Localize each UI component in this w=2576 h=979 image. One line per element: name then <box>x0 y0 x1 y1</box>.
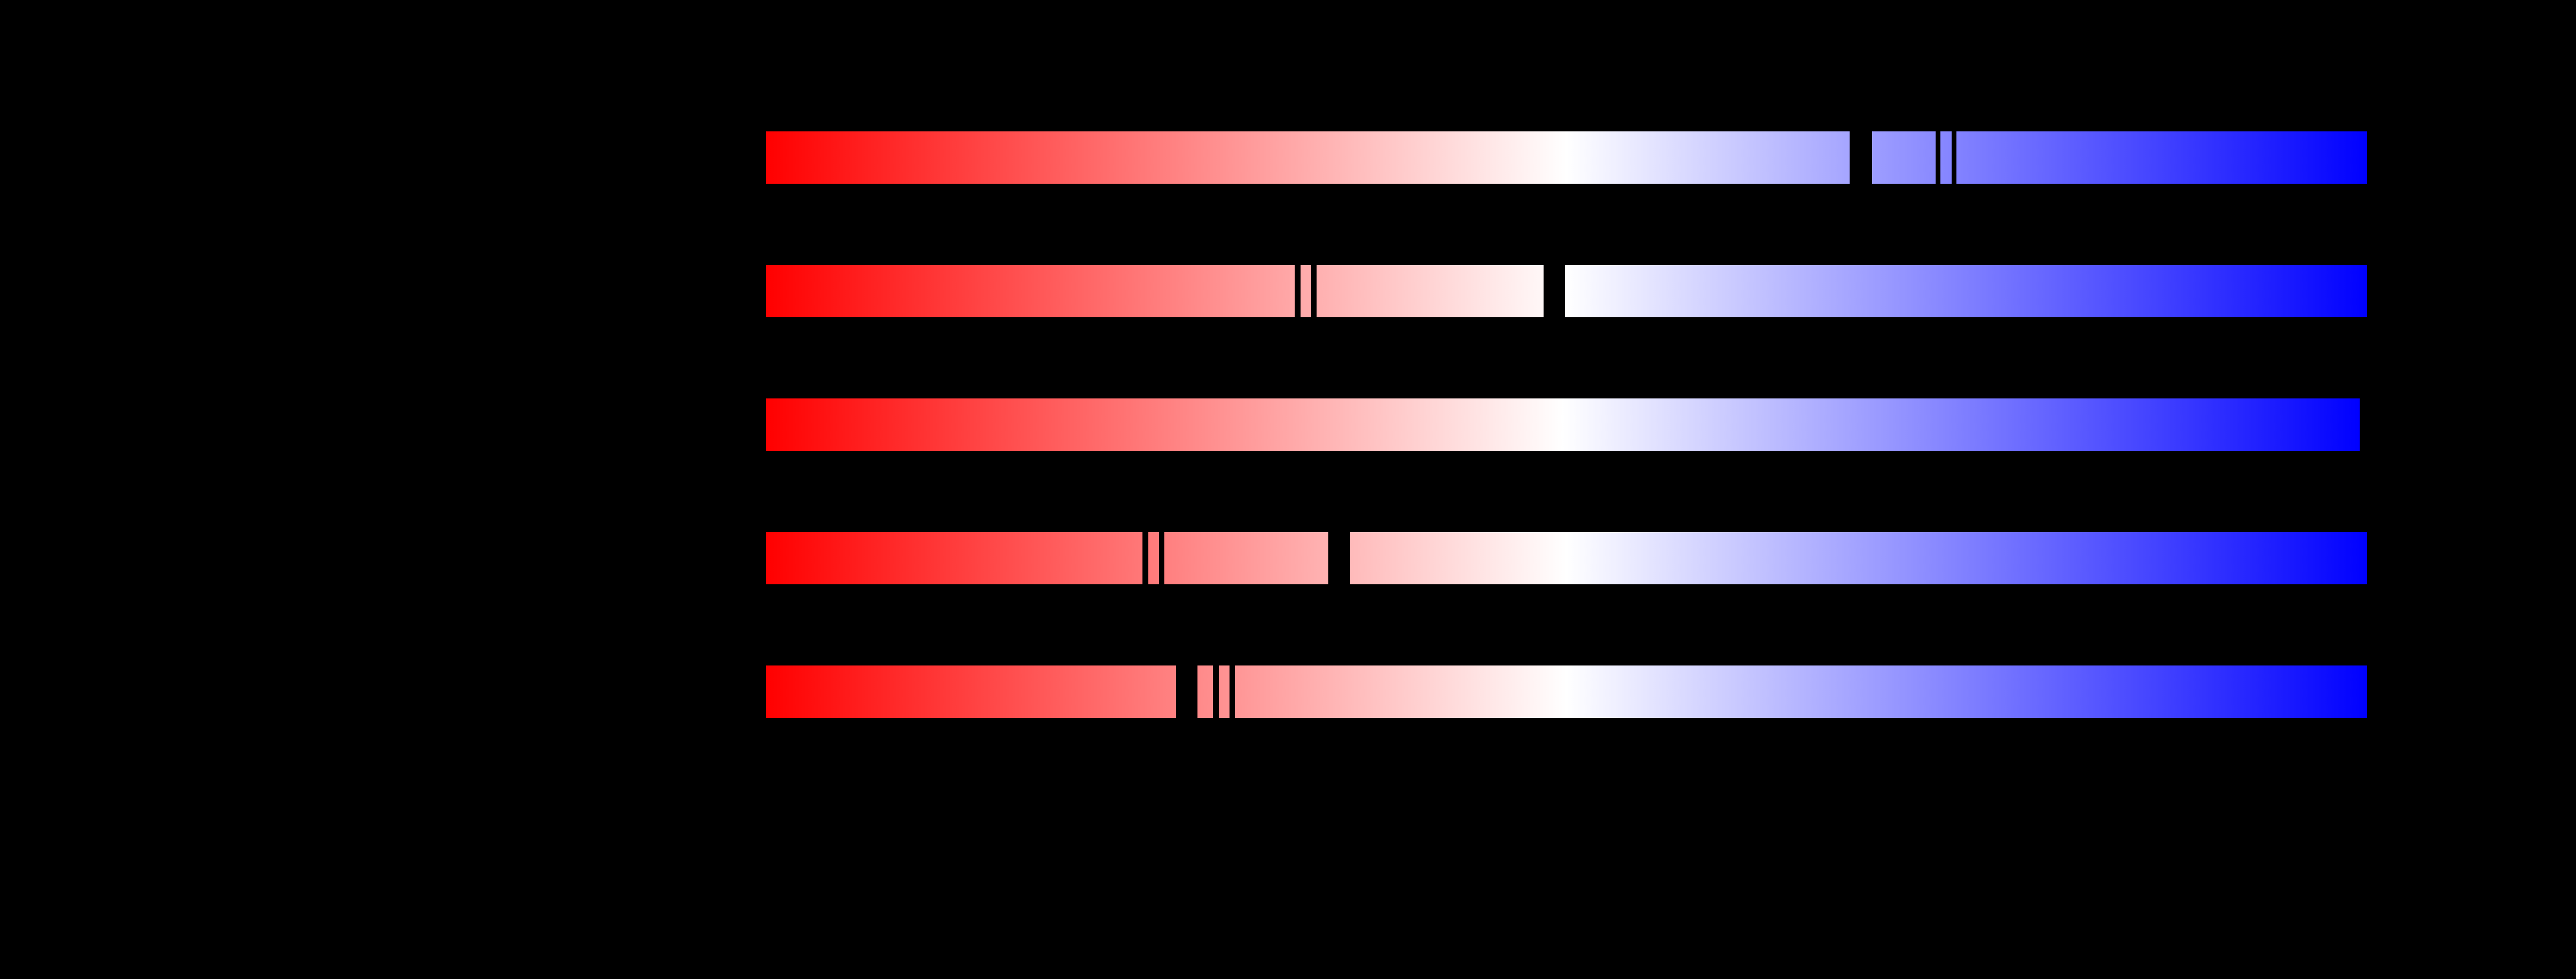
rug-mark-tick <box>1952 131 1956 184</box>
rug-mark-tick <box>1936 131 1940 184</box>
colorbar-row-5 <box>766 665 2367 718</box>
rug-mark-tick <box>1176 665 1197 718</box>
colorbar-row-1 <box>766 131 2367 184</box>
rug-mark-tick <box>1311 265 1317 317</box>
colorbar-row-4 <box>766 532 2367 584</box>
rug-mark-tick <box>1230 665 1235 718</box>
rug-mark-tick <box>1295 265 1301 317</box>
rug-mark-tick <box>1213 665 1219 718</box>
rug-mark-tick <box>1328 532 1350 584</box>
rug-mark-tick <box>1544 265 1565 317</box>
colorbar-row-2 <box>766 265 2367 317</box>
rug-mark-tick <box>1142 532 1148 584</box>
colorbar-row-3 <box>766 398 2360 451</box>
rug-mark-tick <box>1850 131 1872 184</box>
rug-mark-tick <box>1159 532 1164 584</box>
